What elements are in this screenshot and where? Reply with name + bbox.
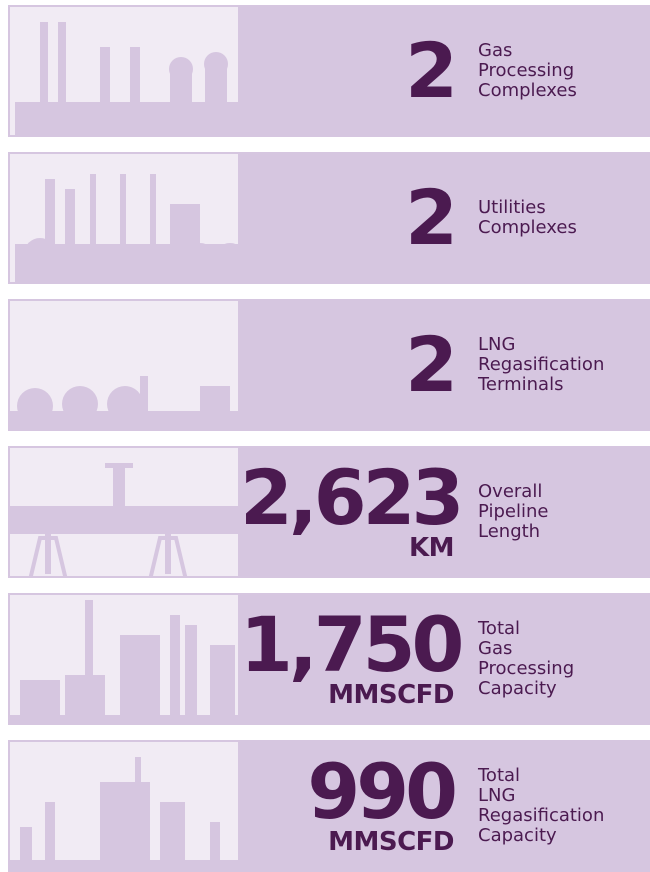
- label-line: Complexes: [478, 81, 577, 101]
- label-line: Utilities: [478, 198, 577, 218]
- silhouette: [10, 742, 238, 870]
- label-line: LNG: [478, 786, 604, 806]
- value: 2,623: [240, 463, 454, 533]
- label-line: Gas: [478, 639, 574, 659]
- illustration: [8, 593, 240, 725]
- silhouette: [10, 301, 238, 429]
- silhouette: [10, 7, 238, 135]
- silhouette: [10, 448, 238, 576]
- value: 2: [240, 183, 454, 253]
- label-line: Total: [478, 766, 604, 786]
- label-line: Total: [478, 619, 574, 639]
- label-line: Capacity: [478, 679, 574, 699]
- label-line: Capacity: [478, 826, 604, 846]
- label-line: Regasification: [478, 355, 604, 375]
- value: 1,750: [240, 610, 454, 680]
- value: 2: [240, 330, 454, 400]
- label-line: Regasification: [478, 806, 604, 826]
- value: 990: [240, 757, 454, 827]
- illustration: [8, 152, 240, 284]
- value: 2: [240, 36, 454, 106]
- stat-number: 2: [240, 36, 454, 106]
- label-line: Gas: [478, 41, 577, 61]
- label-line: LNG: [478, 335, 604, 355]
- illustration: [8, 299, 240, 431]
- stat-number: 2: [240, 183, 454, 253]
- illustration: [8, 5, 240, 137]
- silhouette: [10, 154, 238, 282]
- page: 2GasProcessingComplexes2UtilitiesComplex…: [0, 0, 650, 867]
- label-line: Length: [478, 522, 548, 542]
- label-line: Processing: [478, 61, 577, 81]
- label-line: Pipeline: [478, 502, 548, 522]
- illustration: [8, 446, 240, 578]
- silhouette: [10, 595, 238, 723]
- label-line: Processing: [478, 659, 574, 679]
- illustration: [8, 740, 240, 872]
- label-line: Overall: [478, 482, 548, 502]
- label-line: Terminals: [478, 375, 604, 395]
- unit: MMSCFD: [240, 829, 454, 855]
- label-line: Complexes: [478, 218, 577, 238]
- stat-number: 2: [240, 330, 454, 400]
